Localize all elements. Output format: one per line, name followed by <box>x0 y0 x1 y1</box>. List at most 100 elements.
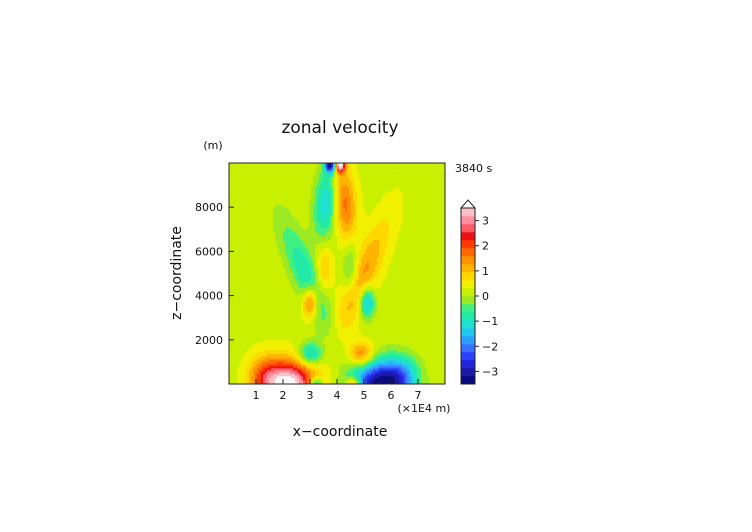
heatmap-cell <box>377 351 380 355</box>
heatmap-cell <box>347 363 350 367</box>
heatmap-cell <box>341 309 344 313</box>
heatmap-cell <box>281 295 284 299</box>
heatmap-cell <box>363 309 366 313</box>
heatmap-cell <box>317 353 320 357</box>
heatmap-cell <box>231 323 234 327</box>
heatmap-cell <box>427 371 430 375</box>
heatmap-cell <box>249 377 252 381</box>
heatmap-cell <box>333 319 336 323</box>
heatmap-cell <box>421 303 424 307</box>
heatmap-cell <box>271 351 274 355</box>
heatmap-cell <box>361 335 364 339</box>
heatmap-cell <box>315 313 318 317</box>
heatmap-cell <box>435 375 438 379</box>
heatmap-cell <box>229 345 232 349</box>
heatmap-cell <box>313 333 316 337</box>
heatmap-cell <box>293 303 296 307</box>
heatmap-cell <box>293 359 296 363</box>
heatmap-cell <box>397 377 400 381</box>
heatmap-cell <box>419 367 422 371</box>
heatmap-cell <box>231 375 234 379</box>
heatmap-cell <box>337 297 340 301</box>
heatmap-cell <box>309 333 312 337</box>
heatmap-cell <box>413 363 416 367</box>
heatmap-cell <box>327 311 330 315</box>
heatmap-cell <box>331 301 334 305</box>
heatmap-cell <box>317 335 320 339</box>
heatmap-cell <box>419 373 422 377</box>
heatmap-cell <box>427 339 430 343</box>
heatmap-cell <box>255 329 258 333</box>
heatmap-cell <box>391 349 394 353</box>
heatmap-cell <box>305 357 308 361</box>
heatmap-cell <box>281 379 284 383</box>
heatmap-cell <box>233 327 236 331</box>
heatmap-cell <box>411 307 414 311</box>
heatmap-cell <box>441 371 444 375</box>
heatmap-cell <box>341 361 344 365</box>
heatmap-cell <box>319 341 322 345</box>
heatmap-cell <box>385 373 388 377</box>
heatmap-cell <box>389 371 392 375</box>
heatmap-cell <box>431 291 434 294</box>
heatmap-cell <box>245 295 248 299</box>
heatmap-cell <box>403 293 406 296</box>
heatmap-cell <box>441 345 444 349</box>
heatmap-cell <box>371 337 374 341</box>
heatmap-cell <box>347 291 350 294</box>
heatmap-cell <box>395 295 398 299</box>
heatmap-cell <box>359 327 362 331</box>
heatmap-cell <box>369 347 372 351</box>
heatmap-cell <box>243 329 246 333</box>
heatmap-cell <box>251 343 254 347</box>
heatmap-cell <box>239 329 242 333</box>
heatmap-cell <box>421 357 424 361</box>
heatmap-cell <box>359 337 362 341</box>
heatmap-cell <box>229 341 232 345</box>
heatmap-cell <box>337 331 340 335</box>
heatmap-cell <box>439 343 442 347</box>
heatmap-cell <box>353 303 356 307</box>
heatmap-cell <box>359 331 362 335</box>
heatmap-cell <box>269 291 272 294</box>
heatmap-cell <box>291 363 294 367</box>
heatmap-cell <box>279 329 282 333</box>
heatmap-cell <box>275 315 278 319</box>
heatmap-cell <box>339 331 342 335</box>
heatmap-cell <box>441 291 444 294</box>
heatmap-cell <box>231 291 234 294</box>
heatmap-cell <box>327 369 330 373</box>
heatmap-cell <box>301 365 304 369</box>
heatmap-cell <box>231 327 234 331</box>
heatmap-cell <box>307 325 310 329</box>
heatmap-cell <box>289 337 292 341</box>
heatmap-cell <box>417 335 420 339</box>
heatmap-cell <box>283 323 286 327</box>
heatmap-cell <box>391 295 394 299</box>
heatmap-cell <box>371 349 374 353</box>
heatmap-cell <box>379 333 382 337</box>
heatmap-cell <box>371 301 374 305</box>
heatmap-cell <box>359 375 362 379</box>
heatmap-cell <box>239 289 242 292</box>
heatmap-cell <box>337 305 340 309</box>
heatmap-cell <box>441 377 444 381</box>
heatmap-cell <box>407 367 410 371</box>
heatmap-cell <box>347 293 350 296</box>
heatmap-cell <box>339 303 342 307</box>
heatmap-cell <box>355 357 358 361</box>
heatmap-cell <box>387 379 390 383</box>
heatmap-cell <box>239 311 242 315</box>
heatmap-cell <box>303 291 306 294</box>
heatmap-cell <box>279 333 282 337</box>
heatmap-cell <box>243 301 246 305</box>
heatmap-cell <box>243 377 246 381</box>
heatmap-cell <box>237 371 240 375</box>
heatmap-cell <box>259 301 262 305</box>
heatmap-cell <box>285 315 288 319</box>
heatmap-cell <box>401 361 404 365</box>
heatmap-cell <box>431 299 434 303</box>
heatmap-cell <box>301 297 304 301</box>
heatmap-cell <box>339 337 342 341</box>
heatmap-cell <box>345 363 348 367</box>
